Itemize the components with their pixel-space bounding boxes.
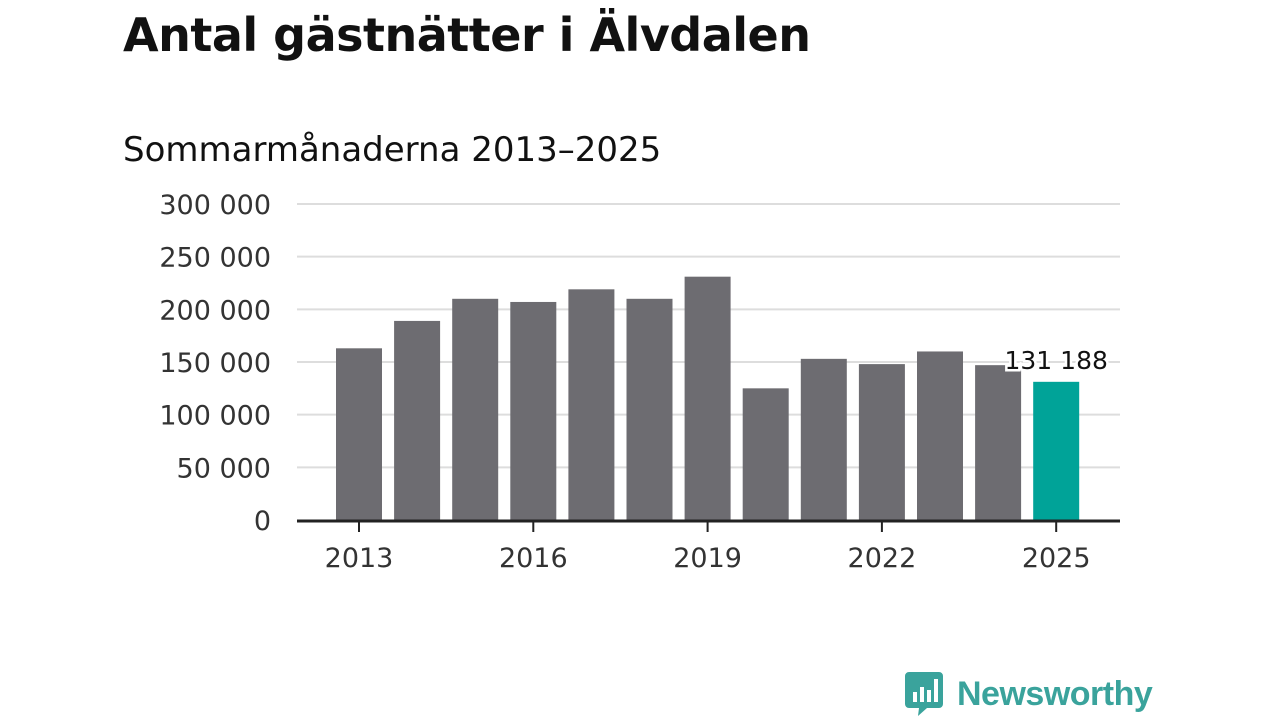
bar-2024 xyxy=(975,365,1022,520)
brand-name: Newsworthy xyxy=(957,674,1153,713)
bar-2016 xyxy=(510,301,557,520)
bar-2017 xyxy=(568,289,615,520)
bar-2021 xyxy=(800,358,847,520)
bar-2018 xyxy=(626,298,673,520)
chart-subtitle: Sommarmånaderna 2013–2025 xyxy=(123,130,662,170)
bar-2013 xyxy=(336,348,382,520)
bar-2022 xyxy=(858,364,905,520)
bar-2014 xyxy=(394,320,441,520)
x-tick-label: 2013 xyxy=(325,543,394,574)
bar-2025 xyxy=(1033,381,1080,520)
y-axis-ticks: 0 50 000 100 000 150 000 200 000 250 000 300 0… xyxy=(159,190,271,537)
bar-2020 xyxy=(742,388,789,520)
y-tick-label: 200 000 xyxy=(159,295,271,326)
bar-2019 xyxy=(684,276,731,520)
y-tick-label: 150 000 xyxy=(159,348,271,379)
y-tick-label: 100 000 xyxy=(159,401,271,432)
bars xyxy=(336,276,1080,520)
highlight-value-label: 131 188 xyxy=(1005,346,1108,375)
data-labels: 131 188 xyxy=(1002,343,1110,377)
x-axis-ticks: 2013 2016 2019 2022 2025 xyxy=(325,522,1091,574)
bar-chart: 0 50 000 100 000 150 000 200 000 250 000 300 0… xyxy=(159,190,1120,574)
x-tick-label: 2016 xyxy=(499,543,568,574)
x-tick-label: 2025 xyxy=(1022,543,1091,574)
y-tick-label: 50 000 xyxy=(177,453,271,484)
newsworthy-chart-bubble-icon xyxy=(905,672,943,716)
chart-title: Antal gästnätter i Älvdalen xyxy=(123,8,811,62)
y-tick-label: 300 000 xyxy=(159,190,271,221)
y-tick-label: 0 xyxy=(254,506,271,537)
bar-2015 xyxy=(452,298,499,520)
y-tick-label: 250 000 xyxy=(159,243,271,274)
bar-2023 xyxy=(917,351,963,520)
newsworthy-logo: Newsworthy xyxy=(903,670,1153,718)
x-tick-label: 2022 xyxy=(848,543,917,574)
x-tick-label: 2019 xyxy=(673,543,742,574)
